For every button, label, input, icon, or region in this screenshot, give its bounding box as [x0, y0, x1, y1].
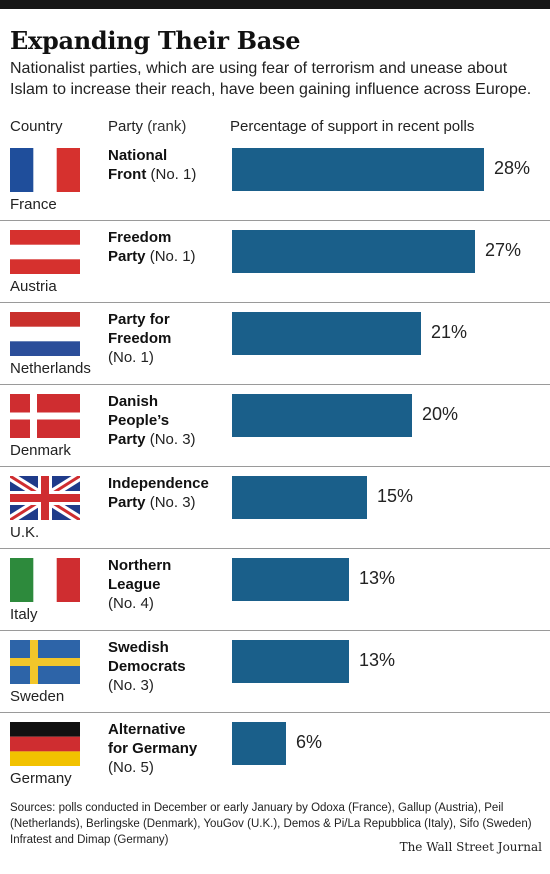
- column-header-rank-label: (rank): [147, 118, 187, 135]
- party-label: Alternative for Germany (No. 5): [108, 720, 226, 777]
- column-header-party: Party (rank): [108, 118, 186, 135]
- denmark-flag: [10, 394, 80, 438]
- country-label: Denmark: [10, 442, 71, 459]
- party-rank: (No. 1): [150, 166, 197, 183]
- party-name-line: Party: [108, 431, 146, 448]
- party-name-line: Independence: [108, 475, 209, 492]
- party-name-line: Northern: [108, 557, 172, 574]
- bar: [232, 558, 349, 601]
- party-label: National Front (No. 1): [108, 146, 226, 184]
- party-rank: (No. 3): [108, 677, 154, 694]
- table-row: France National Front (No. 1) 28%: [0, 140, 550, 222]
- party-label: Independence Party (No. 3): [108, 474, 226, 512]
- party-label: Swedish Democrats (No. 3): [108, 638, 226, 695]
- data-label: 6%: [296, 732, 323, 752]
- uk-flag: [10, 476, 80, 520]
- row-divider: [0, 384, 550, 385]
- party-name-line: People’s: [108, 412, 170, 429]
- party-label: Party for Freedom (No. 1): [108, 310, 226, 367]
- bar: [232, 394, 412, 437]
- table-row: Sweden Swedish Democrats (No. 3) 13%: [0, 632, 550, 714]
- top-rule: [0, 0, 550, 9]
- data-label: 27%: [485, 240, 522, 260]
- country-label: Italy: [10, 606, 38, 623]
- party-name-line: Party: [108, 494, 146, 511]
- bar: [232, 312, 421, 355]
- data-label: 13%: [359, 568, 396, 588]
- party-rank: (No. 5): [108, 759, 154, 776]
- data-label: 13%: [359, 650, 396, 670]
- table-row: Netherlands Party for Freedom (No. 1) 21%: [0, 304, 550, 386]
- party-rank: (No. 3): [149, 431, 196, 448]
- bar: [232, 722, 286, 765]
- row-divider: [0, 548, 550, 549]
- row-divider: [0, 630, 550, 631]
- row-divider: [0, 712, 550, 713]
- column-header-percentage: Percentage of support in recent polls: [230, 118, 475, 135]
- germany-flag: [10, 722, 80, 766]
- party-name-line: Freedom: [108, 330, 172, 347]
- party-label: Freedom Party (No. 1): [108, 228, 226, 266]
- table-row: Denmark Danish People’s Party (No. 3) 20%: [0, 386, 550, 468]
- france-flag: [10, 148, 80, 192]
- party-rank: (No. 4): [108, 595, 154, 612]
- party-label: Danish People’s Party (No. 3): [108, 392, 226, 449]
- country-label: Austria: [10, 278, 57, 295]
- sweden-flag: [10, 640, 80, 684]
- italy-flag: [10, 558, 80, 602]
- bar: [232, 476, 367, 519]
- party-rank: (No. 1): [149, 248, 196, 265]
- column-header-country: Country: [10, 118, 63, 135]
- party-name-line: for Germany: [108, 740, 198, 757]
- party-name-line: Swedish: [108, 639, 169, 656]
- column-header-party-label: Party: [108, 118, 144, 135]
- party-name-line: Party for: [108, 311, 170, 328]
- table-row: Germany Alternative for Germany (No. 5) 6%: [0, 714, 550, 796]
- party-name-line: League: [108, 576, 161, 593]
- country-label: Sweden: [10, 688, 65, 705]
- table-row: U.K. Independence Party (No. 3) 15%: [0, 468, 550, 550]
- page-subtitle: Nationalist parties, which are using fea…: [10, 60, 532, 98]
- publisher-credit: The Wall Street Journal: [399, 840, 542, 854]
- data-label: 21%: [431, 322, 468, 342]
- row-divider: [0, 220, 550, 221]
- country-label: Germany: [10, 770, 72, 787]
- bar: [232, 640, 349, 683]
- country-label: France: [10, 196, 57, 213]
- party-rank: (No. 3): [149, 494, 196, 511]
- party-label: Northern League (No. 4): [108, 556, 226, 613]
- party-name-line: Freedom: [108, 229, 172, 246]
- bar: [232, 148, 484, 191]
- party-name-line: Party: [108, 248, 146, 265]
- data-label: 28%: [494, 158, 531, 178]
- table-row: Italy Northern League (No. 4) 13%: [0, 550, 550, 632]
- bar: [232, 230, 475, 273]
- row-divider: [0, 466, 550, 467]
- party-rank: (No. 1): [108, 349, 154, 366]
- party-name-line: Democrats: [108, 658, 186, 675]
- data-label: 15%: [377, 486, 414, 506]
- row-divider: [0, 302, 550, 303]
- party-name-line: Front: [108, 166, 147, 183]
- party-name-line: National: [108, 147, 168, 164]
- table-row: Austria Freedom Party (No. 1) 27%: [0, 222, 550, 304]
- sources-note: Sources: polls conducted in December or …: [10, 802, 532, 846]
- party-name-line: Danish: [108, 393, 159, 410]
- netherlands-flag: [10, 312, 80, 356]
- country-label: Netherlands: [10, 360, 91, 377]
- country-label: U.K.: [10, 524, 40, 541]
- page-title: Expanding Their Base: [10, 26, 301, 55]
- data-label: 20%: [422, 404, 459, 424]
- party-name-line: Alternative: [108, 721, 186, 738]
- austria-flag: [10, 230, 80, 274]
